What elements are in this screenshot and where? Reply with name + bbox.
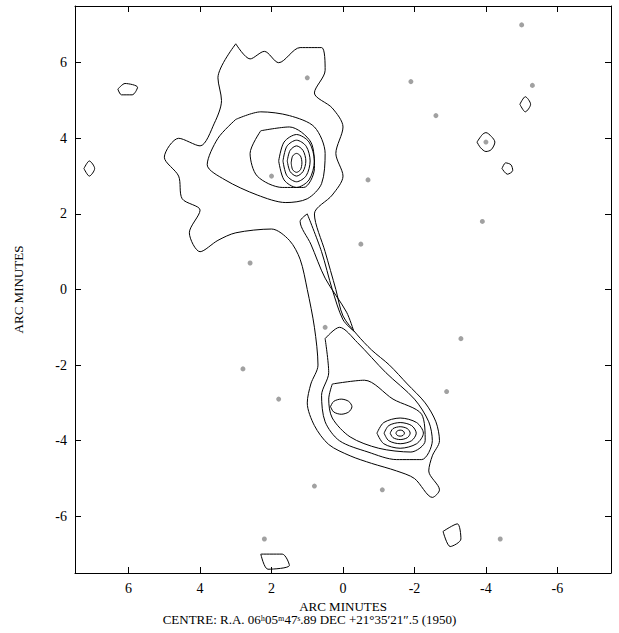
svg-text:2: 2 bbox=[268, 581, 275, 596]
svg-text:6: 6 bbox=[125, 581, 132, 596]
svg-text:-6: -6 bbox=[552, 581, 564, 596]
svg-text:-4: -4 bbox=[55, 433, 67, 448]
svg-text:CENTRE: R.A. 06ʰ05ᵐ47ˢ.89 DEC: CENTRE: R.A. 06ʰ05ᵐ47ˢ.89 DEC +21°35′21″… bbox=[163, 612, 457, 627]
svg-text:6: 6 bbox=[60, 55, 67, 70]
svg-text:0: 0 bbox=[60, 282, 67, 297]
svg-text:4: 4 bbox=[197, 581, 204, 596]
svg-text:-6: -6 bbox=[55, 509, 67, 524]
svg-text:-2: -2 bbox=[409, 581, 421, 596]
svg-text:-4: -4 bbox=[480, 581, 492, 596]
svg-text:ARC MINUTES: ARC MINUTES bbox=[299, 598, 387, 614]
svg-text:-2: -2 bbox=[55, 358, 67, 373]
svg-text:4: 4 bbox=[60, 131, 67, 146]
svg-text:0: 0 bbox=[340, 581, 347, 596]
svg-text:2: 2 bbox=[60, 206, 67, 221]
svg-text:ARC MINUTES: ARC MINUTES bbox=[11, 246, 26, 334]
